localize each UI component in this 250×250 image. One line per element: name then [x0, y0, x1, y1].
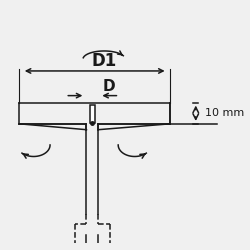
Text: D: D — [102, 80, 115, 94]
Bar — [90, 105, 95, 123]
Text: 10 mm: 10 mm — [205, 108, 244, 118]
Text: D1: D1 — [92, 52, 117, 70]
